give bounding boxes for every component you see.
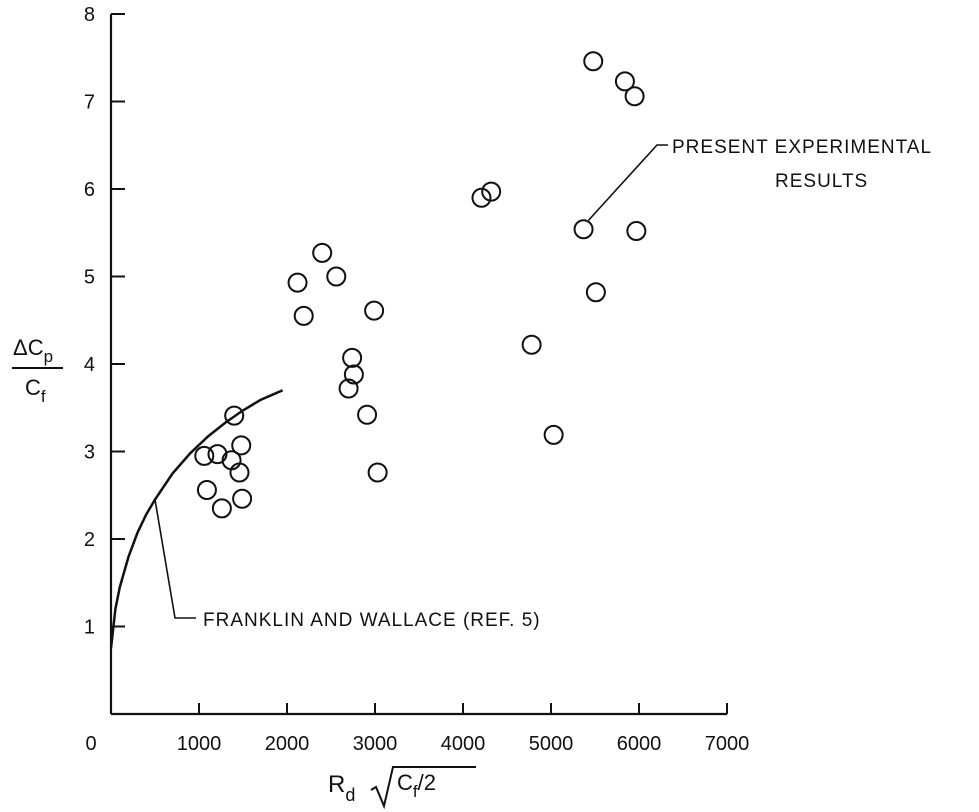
y-axis-title: ΔCp Cf xyxy=(12,335,63,406)
data-point xyxy=(543,424,564,445)
data-point xyxy=(293,305,314,326)
data-point xyxy=(481,181,502,202)
axes xyxy=(109,14,727,716)
data-point xyxy=(196,480,217,500)
y-tick-label: 1 xyxy=(84,617,95,639)
data-point xyxy=(287,272,308,293)
data-point xyxy=(583,51,604,72)
y-title-c: C xyxy=(25,375,41,400)
svg-text:ΔCp: ΔCp xyxy=(13,335,53,366)
data-point xyxy=(326,266,347,287)
experimental-points-layer xyxy=(194,51,647,519)
data-point xyxy=(343,364,364,385)
x-tick-label: 0 xyxy=(85,733,96,755)
franklin-wallace-leader-line xyxy=(154,499,196,619)
franklin-wallace-curve-layer xyxy=(109,389,284,649)
franklin-wallace-label: FRANKLIN AND WALLACE (REF. 5) xyxy=(203,610,541,631)
data-point xyxy=(626,221,647,241)
x-tick-label: 3000 xyxy=(353,733,398,755)
y-title-delta-c: ΔC xyxy=(13,335,44,360)
y-tick-label: 5 xyxy=(84,267,95,289)
annotations: PRESENT EXPERIMENTAL RESULTS FRANKLIN AN… xyxy=(154,137,932,631)
data-point xyxy=(364,300,385,321)
data-point xyxy=(232,488,253,509)
x-tick-label: 6000 xyxy=(617,733,662,755)
data-point xyxy=(342,347,363,368)
x-title-c: C xyxy=(397,770,413,795)
y-axis-ticks: 1 2 3 4 5 6 7 8 xyxy=(84,4,125,639)
data-point xyxy=(194,445,215,466)
y-tick-label: 8 xyxy=(84,4,95,26)
x-title-sub-d: d xyxy=(345,785,355,805)
data-point xyxy=(471,187,492,208)
svg-text:Cf: Cf xyxy=(25,375,46,406)
data-point xyxy=(207,444,228,465)
y-title-sub-p: p xyxy=(44,347,53,366)
svg-text:Rd: Rd xyxy=(328,771,355,805)
data-point xyxy=(367,462,388,483)
data-point xyxy=(573,219,594,240)
data-point xyxy=(614,71,635,92)
x-title-over-2: /2 xyxy=(418,770,436,795)
y-title-sub-f: f xyxy=(41,387,46,406)
x-title-r: R xyxy=(328,771,345,798)
present-results-label-line2: RESULTS xyxy=(775,171,868,192)
data-point xyxy=(229,462,250,483)
y-tick-label: 6 xyxy=(84,179,95,201)
data-point xyxy=(357,404,378,425)
x-tick-label: 2000 xyxy=(265,733,310,755)
x-tick-label: 4000 xyxy=(441,733,486,755)
x-title-radical-sign xyxy=(370,766,476,810)
data-point xyxy=(312,242,333,263)
svg-text:Cf/2: Cf/2 xyxy=(397,770,436,801)
x-tick-label: 1000 xyxy=(177,733,222,755)
data-point xyxy=(585,282,606,303)
x-tick-label: 5000 xyxy=(529,733,574,755)
y-tick-label: 4 xyxy=(84,354,95,376)
x-axis-ticks: 0 1000 2000 3000 4000 5000 6000 7000 xyxy=(85,703,749,755)
y-tick-label: 2 xyxy=(84,529,95,551)
x-axis-title: Rd Cf/2 xyxy=(328,766,476,810)
data-point xyxy=(224,405,245,426)
franklin-wallace-curve xyxy=(109,389,284,649)
y-tick-label: 7 xyxy=(84,92,95,114)
data-point xyxy=(211,498,232,519)
x-title-sub-f: f xyxy=(413,782,418,801)
x-tick-label: 7000 xyxy=(705,733,750,755)
present-results-leader-line xyxy=(587,144,668,221)
present-results-label-line1: PRESENT EXPERIMENTAL xyxy=(672,137,932,158)
data-point xyxy=(338,378,359,399)
y-tick-label: 3 xyxy=(84,442,95,464)
data-point xyxy=(624,86,645,107)
data-point xyxy=(521,334,542,355)
data-point xyxy=(231,435,252,456)
